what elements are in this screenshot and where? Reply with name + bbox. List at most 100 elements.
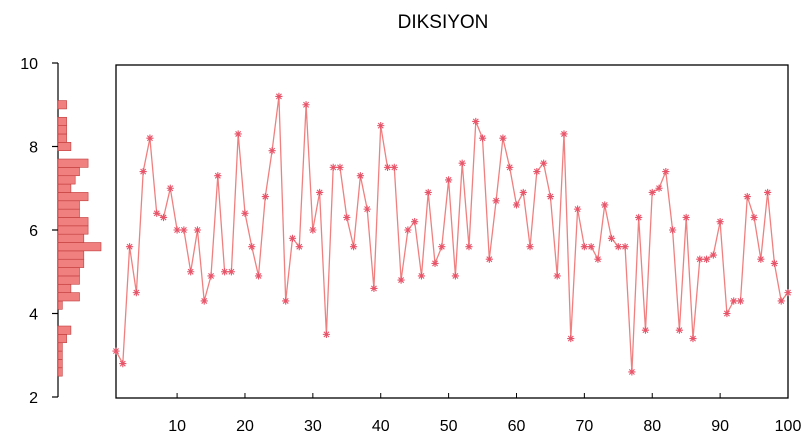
data-point: [329, 163, 337, 171]
histogram-bar: [57, 217, 89, 227]
data-point: [757, 255, 765, 263]
histogram-bar: [57, 200, 80, 210]
x-tick-label: 10: [168, 418, 186, 435]
data-point: [614, 243, 622, 251]
x-tick-label: 70: [575, 418, 593, 435]
data-point: [438, 243, 446, 251]
data-point: [580, 243, 588, 251]
data-point: [750, 213, 758, 222]
data-point: [472, 117, 480, 126]
data-point: [268, 147, 276, 155]
histogram-bar: [57, 116, 67, 126]
data-point: [478, 134, 487, 142]
data-point: [261, 193, 269, 201]
data-point: [506, 163, 514, 171]
data-point: [499, 134, 507, 142]
data-point: [248, 243, 256, 251]
data-point: [628, 368, 636, 376]
y-tick-label: 4: [29, 307, 38, 324]
data-point: [187, 268, 195, 276]
y-tick-label: 2: [29, 390, 38, 407]
data-point: [214, 172, 222, 180]
histogram-bar: [57, 133, 67, 143]
data-point: [573, 205, 582, 213]
data-point: [377, 122, 385, 130]
data-point: [553, 272, 561, 280]
data-point: [254, 272, 263, 280]
data-point: [635, 213, 643, 222]
tick-labels: 2 4 6 8 10 10 20 30 40 50 60 70 80 90 100: [20, 56, 801, 435]
x-tick-label: 90: [711, 418, 729, 435]
data-point: [282, 297, 290, 305]
data-point: [370, 284, 378, 293]
data-point: [716, 218, 724, 226]
data-point: [546, 193, 555, 201]
data-point: [458, 159, 466, 167]
data-point: [512, 201, 521, 209]
x-tick-label: 60: [508, 418, 526, 435]
data-point: [166, 184, 174, 192]
data-point: [173, 226, 181, 234]
data-point: [397, 276, 405, 284]
histogram-bar: [57, 334, 67, 344]
data-point: [193, 226, 202, 234]
x-tick-label: 80: [643, 418, 661, 435]
data-point: [764, 188, 772, 197]
data-point: [723, 309, 731, 318]
histogram-bar: [57, 367, 63, 377]
x-tick-label: 100: [775, 418, 802, 435]
y-tick-label: 10: [20, 56, 38, 73]
histogram-bar: [57, 283, 72, 293]
series-line: [115, 96, 789, 372]
histogram-bar: [57, 359, 63, 369]
data-point: [132, 289, 140, 297]
data-point: [743, 193, 751, 201]
histogram-bar: [57, 350, 63, 360]
histogram-bar: [57, 233, 85, 243]
histogram-bar: [57, 267, 80, 277]
histogram-bar: [57, 125, 67, 135]
data-point: [417, 272, 426, 280]
data-point: [784, 289, 792, 297]
data-point: [567, 334, 575, 343]
data-point: [322, 330, 331, 338]
data-point: [702, 255, 711, 263]
histogram-bar: [57, 183, 72, 193]
data-point: [730, 297, 738, 305]
data-point: [669, 226, 677, 234]
histogram-bar: [57, 258, 85, 268]
histogram-bar: [57, 250, 85, 260]
histogram-bar: [57, 192, 89, 202]
data-point: [587, 243, 595, 251]
data-point: [356, 172, 364, 180]
x-tick-label: 40: [372, 418, 390, 435]
data-point: [146, 134, 154, 142]
data-point: [288, 234, 297, 242]
data-point: [451, 272, 459, 280]
data-point: [221, 268, 229, 276]
data-point: [709, 251, 717, 259]
data-point: [465, 243, 473, 251]
data-point: [275, 92, 283, 100]
chart-title: DIKSIYON: [398, 12, 489, 33]
data-point: [139, 167, 147, 176]
histogram-bar: [57, 167, 80, 177]
data-point: [492, 197, 500, 205]
data-point: [302, 101, 310, 109]
x-tick-label: 50: [440, 418, 458, 435]
x-tick-label: 30: [304, 418, 322, 435]
data-point: [601, 201, 609, 209]
data-point: [777, 297, 785, 305]
histogram-bar: [57, 325, 72, 335]
y-tick-label: 8: [29, 140, 38, 157]
data-point: [424, 188, 432, 197]
data-point: [349, 243, 358, 251]
data-point: [431, 259, 439, 267]
data-point: [533, 167, 541, 176]
data-point: [234, 130, 242, 138]
data-point: [641, 326, 650, 334]
histogram-bar: [57, 175, 76, 185]
data-point: [696, 255, 704, 263]
data-point: [316, 188, 324, 197]
